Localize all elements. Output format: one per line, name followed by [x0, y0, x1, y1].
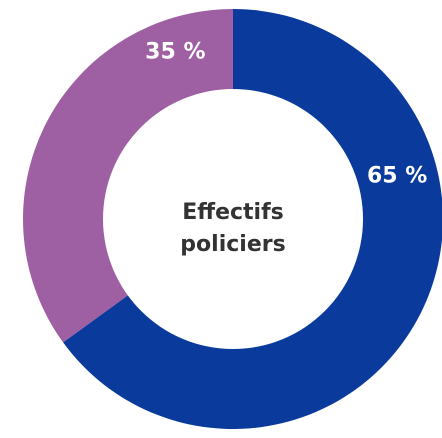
slice-label-35: 35 %	[145, 40, 205, 65]
chart-title-line-1: Effectifs	[182, 200, 284, 225]
slice-label-65: 65 %	[367, 164, 427, 189]
donut-hole	[103, 89, 363, 349]
chart-title-line-2: policiers	[180, 232, 285, 257]
slice-labels: 65 % 35 %	[145, 40, 427, 189]
